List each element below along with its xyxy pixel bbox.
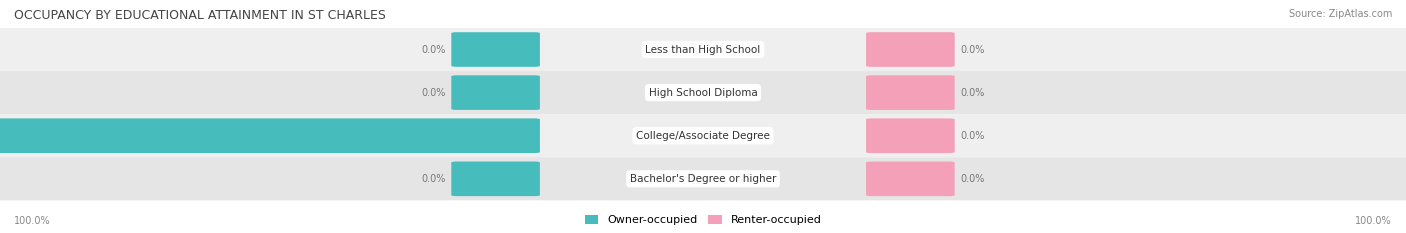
Text: 0.0%: 0.0%: [422, 174, 446, 184]
FancyBboxPatch shape: [451, 161, 540, 196]
FancyBboxPatch shape: [866, 118, 955, 153]
Text: OCCUPANCY BY EDUCATIONAL ATTAINMENT IN ST CHARLES: OCCUPANCY BY EDUCATIONAL ATTAINMENT IN S…: [14, 9, 385, 22]
Text: College/Associate Degree: College/Associate Degree: [636, 131, 770, 141]
Text: 100.0%: 100.0%: [14, 216, 51, 226]
Text: 0.0%: 0.0%: [960, 45, 984, 55]
Legend: Owner-occupied, Renter-occupied: Owner-occupied, Renter-occupied: [585, 215, 821, 225]
FancyBboxPatch shape: [0, 28, 1406, 71]
FancyBboxPatch shape: [451, 75, 540, 110]
Text: Bachelor's Degree or higher: Bachelor's Degree or higher: [630, 174, 776, 184]
FancyBboxPatch shape: [0, 114, 1406, 157]
FancyBboxPatch shape: [866, 75, 955, 110]
Text: High School Diploma: High School Diploma: [648, 88, 758, 98]
Text: Less than High School: Less than High School: [645, 45, 761, 55]
FancyBboxPatch shape: [451, 32, 540, 67]
FancyBboxPatch shape: [866, 32, 955, 67]
FancyBboxPatch shape: [0, 118, 540, 153]
Text: 0.0%: 0.0%: [422, 88, 446, 98]
Text: 100.0%: 100.0%: [1355, 216, 1392, 226]
Text: Source: ZipAtlas.com: Source: ZipAtlas.com: [1288, 9, 1392, 19]
Text: 0.0%: 0.0%: [422, 45, 446, 55]
Text: 0.0%: 0.0%: [960, 131, 984, 141]
FancyBboxPatch shape: [0, 157, 1406, 200]
FancyBboxPatch shape: [866, 161, 955, 196]
Text: 0.0%: 0.0%: [960, 174, 984, 184]
Text: 0.0%: 0.0%: [960, 88, 984, 98]
FancyBboxPatch shape: [0, 71, 1406, 114]
